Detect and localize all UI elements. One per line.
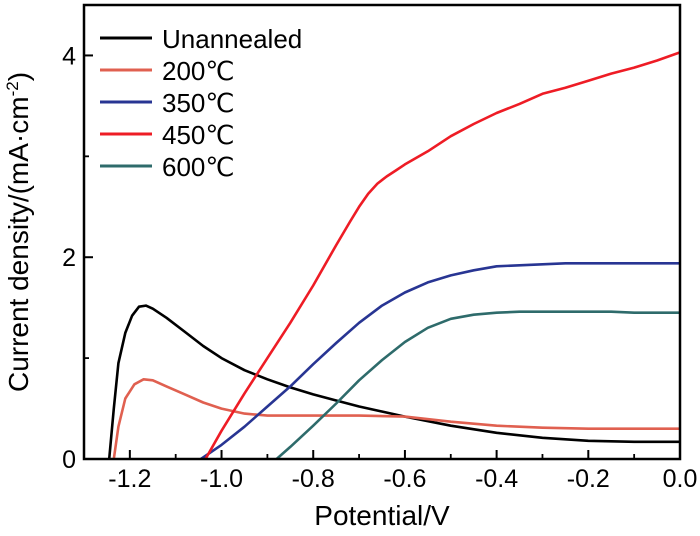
x-tick-label: -0.2 (567, 465, 610, 493)
x-tick-label: -0.8 (292, 465, 335, 493)
x-tick-label: -1.0 (200, 465, 243, 493)
y-axis-title-close: ) (3, 72, 34, 81)
y-tick-label: 0 (62, 446, 76, 474)
legend-label: Unannealed (162, 24, 302, 54)
legend-label: 450℃ (162, 120, 235, 150)
series-line-0 (107, 304, 680, 459)
legend-label: 600℃ (162, 152, 235, 182)
y-tick-label: 4 (62, 42, 76, 70)
series-line-4 (275, 310, 680, 459)
plot-frame (82, 3, 682, 461)
y-axis-title-sup: -2 (3, 81, 22, 96)
series-layer (107, 51, 680, 459)
x-axis-title: Potential/V (314, 500, 450, 531)
legend-label: 200℃ (162, 56, 235, 86)
series-line-1 (112, 378, 680, 459)
y-axis-title: Current density/(mA·cm-2) (3, 72, 34, 392)
x-tick-label: -0.6 (383, 465, 426, 493)
x-tick-label: -1.2 (108, 465, 151, 493)
ticks-layer: -1.2 -1.0 -0.8 -0.6 -0.4 -0.2 0.0 0 2 4 (62, 42, 697, 493)
y-tick-label: 2 (62, 244, 76, 272)
series-line-2 (199, 262, 680, 459)
series-line-3 (204, 51, 680, 459)
x-tick-label: -0.4 (475, 465, 518, 493)
x-tick-label: 0.0 (663, 465, 698, 493)
legend-label: 350℃ (162, 88, 235, 118)
y-axis-title-main: Current density/(mA·cm (3, 96, 34, 392)
